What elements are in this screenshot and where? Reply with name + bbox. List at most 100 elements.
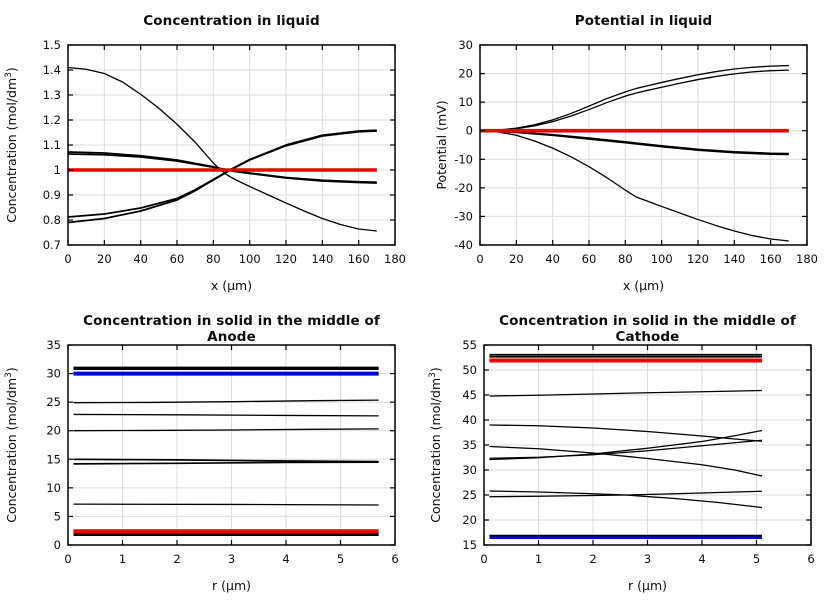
y-tick-label: 1.2 [43, 113, 61, 127]
series-anode-line-23 [73, 413, 379, 417]
x-tick-label: 120 [275, 252, 297, 266]
x-tick-label: 120 [687, 252, 709, 266]
y-axis-label: Concentration (mol/dm3) [428, 367, 443, 523]
x-tick-label: 20 [509, 252, 524, 266]
y-axis-label: Concentration (mol/dm3) [4, 67, 19, 223]
x-tick-label: 0 [64, 552, 71, 566]
x-tick-label: 160 [760, 252, 782, 266]
series-cathode-rise-25 [489, 490, 762, 498]
y-tick-label: -40 [454, 238, 473, 252]
y-tick-label: 1.4 [43, 63, 61, 77]
y-tick-label: 30 [458, 38, 473, 52]
plot-title: Concentration in solid in the middle of … [499, 313, 796, 345]
x-tick-label: 60 [582, 252, 597, 266]
y-tick-label: 0.7 [43, 238, 61, 252]
series-cathode-desc-39 [489, 424, 763, 442]
x-axis-label: x (µm) [211, 278, 252, 293]
y-tick-label: 1.3 [43, 88, 61, 102]
x-tick-label: 0 [476, 252, 483, 266]
y-tick-label: 15 [46, 452, 61, 466]
x-tick-label: 100 [239, 252, 261, 266]
y-tick-label: 55 [462, 338, 477, 352]
plot-frame [479, 44, 808, 246]
concentration-solid-anode-plot: 0 1 2 3 4 5 6 0 5 10 15 20 25 30 35 r (µm) Concentration… [4, 338, 399, 593]
x-tick-label: 5 [337, 552, 344, 566]
y-tick-label: 0.9 [43, 188, 61, 202]
x-tick-label: 40 [545, 252, 560, 266]
x-tick-label: 1 [535, 552, 542, 566]
potential-liquid-plot: 0 20 40 60 80 100 120 140 160 180 -40 -30 -20 -10 0 10 2… [434, 38, 818, 293]
series-potential-rise-b [479, 69, 789, 132]
y-tick-label: 20 [458, 67, 473, 81]
plot-title: Concentration in liquid [143, 13, 320, 29]
x-tick-label: 0 [64, 252, 71, 266]
y-tick-label: 0 [466, 124, 473, 138]
potential-liquid-panel: Potential in liquid 0 20 40 60 80 100 120 140 16… [420, 0, 840, 300]
y-tick-label: 50 [462, 363, 477, 377]
x-axis-label: r (µm) [628, 578, 667, 593]
y-tick-label: 10 [46, 481, 61, 495]
series-time-profile-rise-b [67, 130, 377, 224]
series-time-profile-desc-a [67, 151, 377, 184]
x-tick-label: 180 [796, 252, 818, 266]
series-potential-rise-a [479, 64, 789, 132]
x-tick-label: 60 [170, 252, 185, 266]
x-tick-label: 3 [228, 552, 235, 566]
x-tick-label: 2 [173, 552, 180, 566]
y-tick-label: 40 [462, 413, 477, 427]
series-time-profile-rise-a [67, 129, 377, 218]
x-tick-label: 3 [644, 552, 651, 566]
y-tick-label: 0.8 [43, 213, 61, 227]
y-tick-label: -20 [454, 181, 473, 195]
y-tick-label: 1.1 [43, 138, 61, 152]
series-anode-line-20 [73, 428, 379, 432]
y-tick-label: -30 [454, 209, 473, 223]
y-tick-label: 0 [54, 538, 61, 552]
plot-title: Concentration in solid in the middle of … [83, 313, 380, 345]
y-tick-label: 20 [46, 424, 61, 438]
series-anode-line-15-desc [73, 458, 379, 463]
series-cathode-desc-35 [489, 445, 763, 477]
x-axis-label: x (µm) [623, 278, 664, 293]
x-axis-label: r (µm) [212, 578, 251, 593]
y-tick-label: 20 [462, 513, 477, 527]
x-tick-label: 40 [133, 252, 148, 266]
y-tick-label: 30 [462, 463, 477, 477]
y-tick-label: 10 [458, 95, 473, 109]
y-tick-label: 1 [54, 163, 61, 177]
y-axis-label: Concentration (mol/dm3) [4, 367, 19, 523]
x-tick-label: 4 [698, 552, 705, 566]
x-tick-label: 80 [618, 252, 633, 266]
x-tick-label: 2 [589, 552, 596, 566]
x-tick-label: 1 [119, 552, 126, 566]
x-tick-label: 0 [480, 552, 487, 566]
series-time-profile-early-steep [67, 66, 377, 232]
y-tick-label: 35 [46, 338, 61, 352]
series-anode-line-7 [73, 503, 379, 506]
y-tick-label: -10 [454, 152, 473, 166]
x-tick-label: 20 [97, 252, 112, 266]
series-potential-steep-down [479, 130, 789, 242]
y-tick-label: 1.5 [43, 38, 61, 52]
series-cathode-desc-26 [489, 490, 763, 509]
x-tick-label: 5 [753, 552, 760, 566]
y-tick-label: 15 [462, 538, 477, 552]
y-tick-label: 25 [46, 395, 61, 409]
concentration-liquid-plot: 0 20 40 60 80 100 120 140 160 180 0.7 0.8 0.9 1 1.1 1.2… [4, 38, 406, 293]
concentration-solid-cathode-panel: Concentration in solid in the middle of … [420, 300, 840, 600]
x-tick-label: 140 [723, 252, 745, 266]
y-tick-label: 25 [462, 488, 477, 502]
x-tick-label: 6 [391, 552, 398, 566]
y-tick-label: 45 [462, 388, 477, 402]
y-tick-label: 5 [54, 509, 61, 523]
concentration-solid-anode-panel: Concentration in solid in the middle of … [0, 300, 420, 600]
x-tick-label: 6 [807, 552, 814, 566]
x-tick-label: 180 [384, 252, 406, 266]
x-tick-label: 80 [206, 252, 221, 266]
y-tick-label: 35 [462, 438, 477, 452]
concentration-liquid-panel: Concentration in liquid 0 20 40 60 80 100 120 1… [0, 0, 420, 300]
series-potential-mid-b [479, 129, 789, 156]
plot-title: Potential in liquid [574, 13, 713, 29]
series-cathode-line-45 [489, 389, 762, 397]
